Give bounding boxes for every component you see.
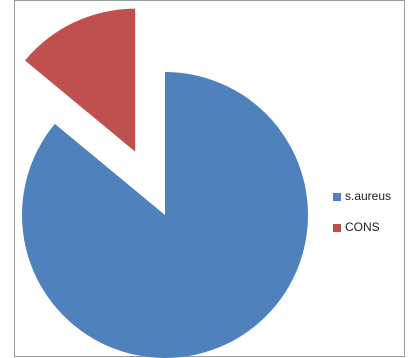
legend-swatch bbox=[333, 193, 341, 201]
pie-slice bbox=[25, 8, 136, 152]
legend-swatch bbox=[333, 224, 341, 232]
pie-slice bbox=[21, 72, 308, 358]
legend-label: CONS bbox=[345, 220, 380, 234]
legend-label: s.aureus bbox=[345, 189, 391, 203]
